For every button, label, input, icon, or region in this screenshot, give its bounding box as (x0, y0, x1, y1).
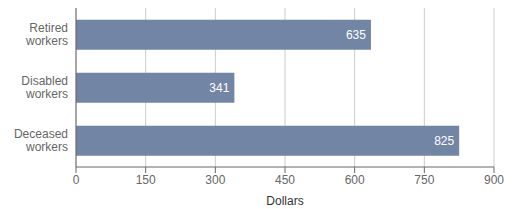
svg-text:300: 300 (205, 173, 225, 187)
svg-text:Deceasedworkers: Deceasedworkers (14, 127, 68, 155)
svg-text:341: 341 (209, 81, 229, 95)
svg-text:150: 150 (136, 173, 156, 187)
svg-text:Disabledworkers: Disabledworkers (21, 74, 68, 102)
svg-text:635: 635 (346, 28, 366, 42)
svg-text:825: 825 (434, 134, 454, 148)
svg-text:Retiredworkers: Retiredworkers (25, 21, 68, 49)
svg-text:900: 900 (484, 173, 504, 187)
svg-text:600: 600 (345, 173, 365, 187)
svg-text:750: 750 (414, 173, 434, 187)
svg-text:0: 0 (73, 173, 80, 187)
svg-text:450: 450 (275, 173, 295, 187)
svg-text:Dollars: Dollars (266, 194, 303, 208)
